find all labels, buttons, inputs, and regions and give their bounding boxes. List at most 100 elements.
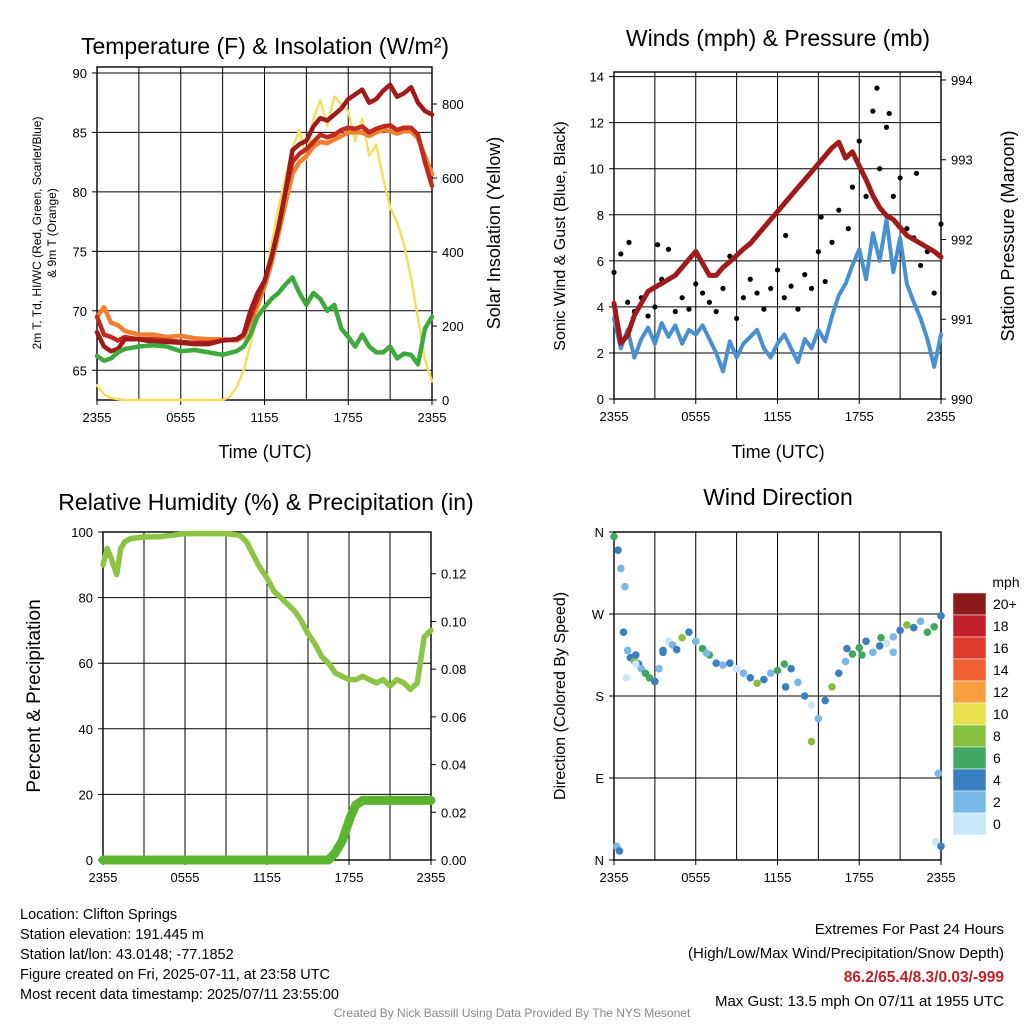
colorbar-label: 6 — [993, 750, 1001, 766]
created-text: Figure created on Fri, 2025-07-11, at 23… — [20, 967, 331, 983]
direction-point — [889, 632, 898, 641]
humidity-xtick-label: 1755 — [335, 870, 364, 885]
winds-gust-point — [611, 269, 617, 275]
winds-ytick-right-label: 994 — [951, 73, 973, 88]
direction-point — [807, 737, 816, 746]
colorbar-label: 4 — [993, 772, 1001, 788]
winds-gust-point — [845, 225, 851, 232]
direction-point — [862, 637, 870, 646]
extremes-values: 86.2/65.4/8.3/0.03/-999 — [843, 969, 1004, 986]
direction-point — [655, 664, 663, 673]
humidity-ytick-label: 0 — [86, 853, 93, 868]
direction-point — [848, 650, 857, 658]
direction-point — [882, 639, 891, 647]
winds-gust-point — [938, 221, 944, 227]
max-gust-text: Max Gust: 13.5 mph On 07/11 at 1955 UTC — [714, 993, 1004, 1010]
direction-point — [632, 660, 640, 668]
direction-ytick-label: W — [592, 607, 605, 622]
humidity-xtick-label: 2355 — [417, 870, 446, 885]
humidity-title: Relative Humidity (%) & Precipitation (i… — [58, 489, 473, 515]
direction-ylabel-left: Direction (Colored By Speed) — [552, 592, 569, 800]
winds-xlabel: Time (UTC) — [731, 442, 824, 462]
colorbar-label: 20+ — [993, 596, 1017, 612]
direction-point — [645, 673, 654, 682]
winds-title: Winds (mph) & Pressure (mb) — [626, 25, 930, 51]
winds-gust-point — [706, 299, 712, 305]
temperature-xtick-label: 1155 — [251, 410, 279, 425]
extremes-desc: (High/Low/Max Wind/Precipitation/Snow De… — [688, 945, 1004, 962]
winds-ytick-right-label: 991 — [951, 312, 973, 327]
temperature-ytick-right-label: 800 — [442, 97, 464, 112]
winds-gust-point — [870, 108, 876, 114]
temperature-series-0 — [94, 82, 435, 354]
temperature-ytick-label: 85 — [73, 125, 87, 140]
direction-point — [702, 649, 711, 657]
winds-gust-point — [917, 262, 924, 269]
colorbar-swatch — [952, 614, 987, 638]
winds-sonic-line — [612, 217, 943, 374]
direction-point — [896, 626, 904, 635]
humidity-ytick-right-label: 0.04 — [441, 758, 466, 773]
winds-gust-point — [618, 251, 624, 257]
direction-point — [615, 847, 624, 855]
direction-frame — [613, 531, 942, 861]
direction-point — [621, 582, 629, 591]
direction-point — [726, 659, 734, 667]
direction-point — [781, 683, 790, 691]
direction-point — [916, 617, 925, 626]
direction-xtick-label: 2355 — [600, 870, 629, 885]
direction-ytick-label: E — [595, 771, 604, 786]
winds-ytick-label: 4 — [597, 300, 604, 315]
direction-point — [934, 769, 943, 778]
humidity-ytick-right-label: 0.00 — [441, 853, 466, 868]
humidity-ytick-label: 20 — [79, 787, 93, 802]
temperature-ylabel-left-2: & 9m T (Orange) — [45, 188, 59, 278]
colorbar-swatch — [952, 680, 987, 704]
extremes-title: Extremes For Past 24 Hours — [814, 921, 1004, 938]
humidity-ytick-label: 60 — [79, 656, 93, 671]
winds-pressure-line — [611, 139, 944, 346]
winds-gust-point — [863, 193, 869, 199]
direction-point — [909, 623, 918, 632]
direction-point — [869, 648, 877, 657]
winds-gust-point — [686, 306, 692, 312]
temperature-ytick-label: 90 — [73, 66, 87, 81]
winds-gust-point — [693, 281, 699, 287]
direction-point — [903, 621, 911, 629]
extremes-info: Extremes For Past 24 Hours (High/Low/Max… — [688, 918, 1004, 1014]
winds-gust-point — [874, 85, 880, 91]
winds-gust-point — [768, 285, 774, 292]
colorbar-swatch — [952, 724, 987, 748]
winds-ytick-label: 2 — [597, 346, 604, 361]
winds-frame — [613, 71, 942, 400]
winds-gust-point — [808, 285, 815, 292]
direction-point — [651, 677, 659, 686]
station-info: Location: Clifton Springs Station elevat… — [20, 905, 339, 1005]
winds-gust-point — [883, 124, 890, 130]
winds-gust-point — [655, 242, 661, 248]
direction-point — [610, 532, 618, 541]
winds-ytick-right-label: 992 — [951, 232, 973, 247]
winds-gust-point — [720, 285, 726, 292]
humidity-xtick-label: 0555 — [171, 870, 200, 885]
colorbar-label: 14 — [993, 662, 1009, 678]
winds-ytick-right-label: 990 — [951, 392, 973, 407]
location-text: Location: Clifton Springs — [20, 907, 178, 923]
direction-point — [843, 644, 851, 653]
direction-point — [931, 837, 940, 846]
winds-ylabel-right: Station Pressure (Maroon) — [998, 130, 1018, 341]
humidity-ytick-label: 100 — [71, 525, 93, 540]
temperature-ytick-right-label: 200 — [442, 319, 464, 334]
winds-gust-point — [783, 232, 789, 239]
winds-gust-point — [931, 290, 937, 296]
direction-point — [623, 646, 632, 655]
direction-point — [659, 648, 667, 657]
temperature-ytick-label: 80 — [73, 185, 87, 200]
direction-point — [821, 696, 829, 705]
direction-point — [622, 673, 631, 682]
humidity-ytick-right-label: 0.06 — [441, 710, 466, 725]
recent-text: Most recent data timestamp: 2025/07/11 2… — [20, 987, 339, 1003]
direction-point — [855, 643, 864, 652]
temperature-xlabel: Time (UTC) — [218, 442, 311, 462]
